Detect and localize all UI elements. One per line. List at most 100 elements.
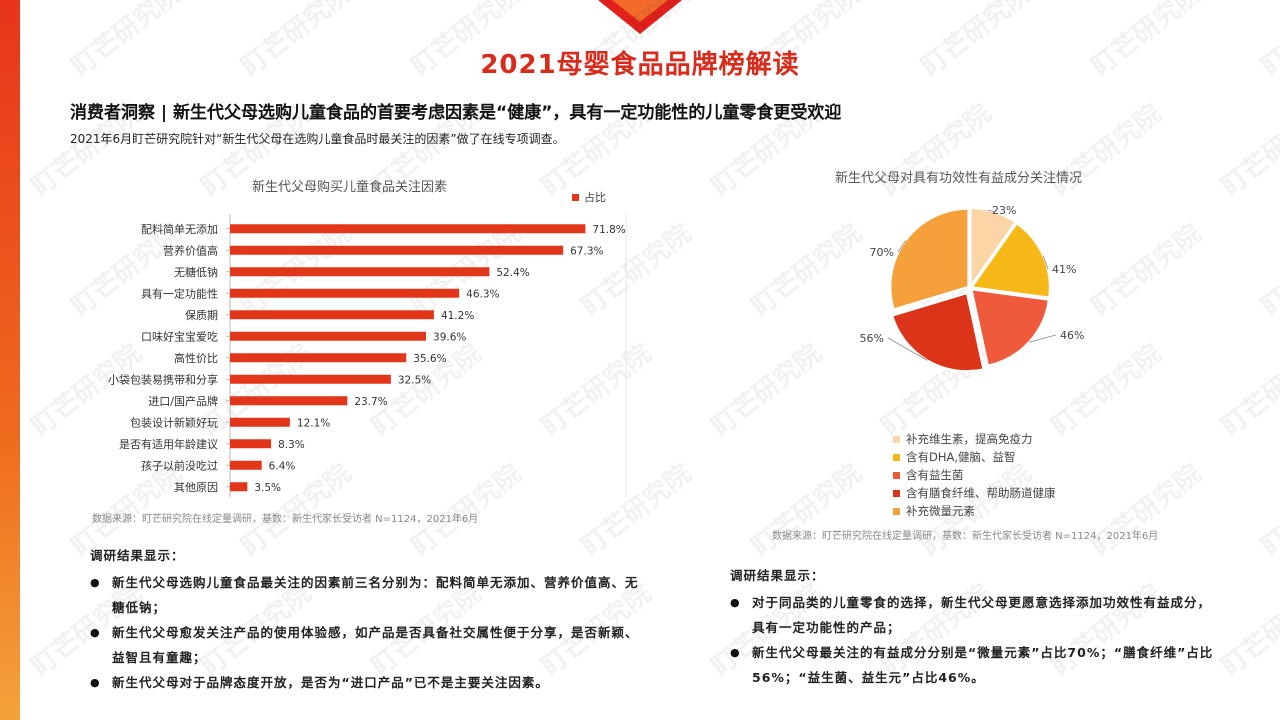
bar [230, 310, 434, 320]
pie-slice [889, 207, 970, 311]
bar-value-label: 46.3% [466, 288, 499, 300]
bar-category-label: 配料简单无添加 [141, 222, 218, 236]
legend-swatch [572, 193, 579, 201]
bar-category-label: 孩子以前没吃过 [141, 458, 218, 472]
pie-legend-label: 补充微量元素 [906, 504, 975, 518]
watermark-text: 盯芒研究院 [1086, 458, 1208, 563]
watermark-text: 盯芒研究院 [1046, 98, 1168, 203]
pie-leader-line [987, 209, 995, 213]
pie-legend-swatch [893, 453, 900, 461]
bar-category-label: 是否有适用年龄建议 [119, 437, 218, 451]
intro-text: 2021年6月盯芒研究院针对“新生代父母在选购儿童食品时最关注的因素”做了在线专… [70, 132, 565, 146]
pie-value-label: 23% [992, 204, 1016, 217]
page-subtitle: 消费者洞察 | 新生代父母选购儿童食品的首要考虑因素是“健康”，具有一定功能性的… [70, 103, 842, 123]
pie-legend-item: 含有膳食纤维、帮助肠道健康 [893, 484, 1056, 502]
pie-value-label: 41% [1052, 263, 1076, 276]
top-decoration-inner [612, 0, 668, 22]
findings-right-item: 对于同品类的儿童零食的选择，新生代父母更愿意选择添加功效性有益成分，具有一定功能… [730, 590, 1220, 640]
bar-category-label: 其他原因 [174, 481, 218, 494]
bar-value-label: 32.5% [398, 374, 431, 386]
findings-right: 调研结果显示： 对于同品类的儿童零食的选择，新生代父母更愿意选择添加功效性有益成… [730, 563, 1220, 690]
pie-legend-label: 补充维生素，提高免疫力 [906, 432, 1033, 446]
bar [230, 396, 348, 406]
bar [230, 267, 490, 277]
pie-legend-item: 含有益生菌 [893, 466, 1056, 484]
bar-category-label: 进口/国产品牌 [148, 394, 218, 408]
bar-value-label: 3.5% [254, 482, 281, 494]
bar [230, 288, 460, 298]
bar-category-label: 小袋包装易携带和分享 [108, 372, 218, 386]
bar [230, 482, 248, 492]
bar-chart-source: 数据来源：盯芒研究院在线定量调研，基数：新生代家长受访者 N=1124，2021… [92, 514, 479, 525]
findings-right-heading: 调研结果显示： [730, 568, 825, 583]
bar-chart: 配料简单无添加 71.8% 营养价值高 67.3% 无糖低钠 52.4% 具有一定功能性 46… [108, 214, 627, 498]
pie-value-label: 46% [1060, 329, 1084, 342]
bar [230, 439, 272, 449]
pie-legend-item: 补充维生素，提高免疫力 [893, 430, 1056, 448]
bar-category-label: 高性价比 [174, 351, 218, 365]
watermark-text: 盯芒研究院 [1216, 98, 1280, 203]
pie-slice [970, 221, 1051, 299]
bar-chart-title: 新生代父母购买儿童食品关注因素 [252, 180, 448, 195]
watermark-text: 盯芒研究院 [746, 458, 868, 563]
bar-value-label: 71.8% [592, 224, 625, 236]
pie-chart-legend: 补充维生素，提高免疫力 含有DHA,健脑、益智 含有益生菌含有膳食纤维、帮助肠道健康… [893, 430, 1056, 520]
pie-leader-line [897, 240, 907, 253]
pie-legend-item: 补充微量元素 [893, 502, 1056, 520]
watermark-text: 盯芒研究院 [1256, 218, 1280, 323]
bar [230, 331, 427, 341]
pie-legend-swatch [893, 471, 900, 479]
bar-category-label: 营养价值高 [163, 243, 218, 257]
pie-legend-swatch [893, 489, 900, 497]
bar [230, 245, 564, 255]
bar-value-label: 52.4% [496, 267, 529, 279]
pie-legend-label: 含有膳食纤维、帮助肠道健康 [906, 486, 1056, 500]
pie-legend-label: 含有DHA,健脑、益智 [906, 450, 1016, 464]
findings-left: 调研结果显示： 新生代父母选购儿童食品最关注的因素前三名分别为：配料简单无添加、… [90, 543, 650, 695]
pie-value-label: 56% [860, 332, 884, 345]
pie-legend-label: 含有益生菌 [906, 468, 964, 482]
left-accent-stripe [0, 0, 20, 720]
bar-value-label: 67.3% [570, 245, 603, 257]
pie-chart: 23% 41% 46% 56% 70% [860, 204, 1084, 373]
bar-category-label: 保质期 [185, 308, 218, 322]
bar [230, 460, 262, 470]
pie-slice [970, 288, 1050, 367]
pie-leader-line [1028, 334, 1057, 343]
bar [230, 224, 586, 234]
watermark-text: 盯芒研究院 [1216, 578, 1280, 683]
legend-label: 占比 [584, 191, 606, 204]
findings-left-heading: 调研结果显示： [90, 548, 185, 563]
pie-value-label: 70% [870, 246, 894, 259]
pie-chart-title: 新生代父母对具有功效性有益成分关注情况 [835, 171, 1083, 186]
findings-left-item: 新生代父母选购儿童食品最关注的因素前三名分别为：配料简单无添加、营养价值高、无糖… [90, 570, 650, 620]
pie-legend-swatch [893, 435, 900, 443]
bar-value-label: 39.6% [433, 331, 466, 343]
bar-category-label: 无糖低钠 [174, 265, 218, 279]
bar [230, 374, 391, 384]
watermark-text: 盯芒研究院 [1256, 458, 1280, 563]
watermark-text: 盯芒研究院 [706, 338, 828, 443]
bar [230, 417, 290, 427]
pie-leader-line [887, 337, 928, 361]
bar-value-label: 8.3% [278, 439, 305, 451]
watermark-text: 盯芒研究院 [876, 98, 998, 203]
findings-left-item: 新生代父母对于品牌态度开放，是否为“进口产品”已不是主要关注因素。 [90, 670, 650, 695]
bar-value-label: 41.2% [441, 310, 474, 322]
watermark-text: 盯芒研究院 [1216, 338, 1280, 443]
bar-value-label: 6.4% [269, 460, 296, 472]
bar-value-label: 35.6% [413, 353, 446, 365]
bar-category-label: 具有一定功能性 [141, 286, 218, 300]
bar-value-label: 12.1% [297, 417, 330, 429]
findings-left-item: 新生代父母愈发关注产品的使用体验感，如产品是否具备社交属性便于分享，是否新颖、益… [90, 620, 650, 670]
findings-right-item: 新生代父母最关注的有益成分分别是“微量元素”占比70%；“膳食纤维”占比56%；… [730, 640, 1220, 690]
bar-value-label: 23.7% [354, 396, 387, 408]
pie-chart-source: 数据来源：盯芒研究院在线定量调研，基数：新生代家长受访者 N=1124，2021… [772, 531, 1159, 542]
pie-leader-line [1042, 255, 1049, 270]
page-title: 2021母婴食品品牌榜解读 [480, 50, 800, 80]
pie-legend-item: 含有DHA,健脑、益智 [893, 448, 1056, 466]
bar-category-label: 口味好宝宝爱吃 [141, 329, 218, 343]
bar-chart-legend: 占比 [572, 189, 606, 205]
pie-legend-swatch [893, 507, 900, 515]
bar-category-label: 包装设计新颖好玩 [130, 415, 218, 429]
